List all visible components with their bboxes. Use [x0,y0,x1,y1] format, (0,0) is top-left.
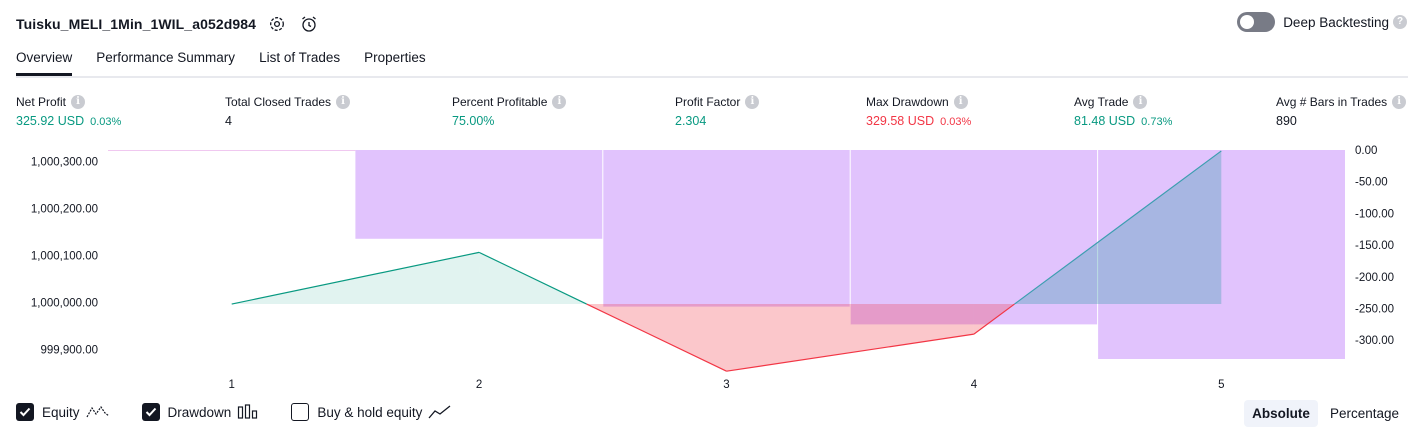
metric-max-drawdown: Max Drawdown i 329.58 USD 0.03% [866,94,971,128]
metric-percent-profitable: Percent Profitable i 75.00% [452,94,567,128]
right-axis-tick-label: -50.00 [1355,177,1388,189]
equity-checkbox[interactable] [16,403,34,421]
right-axis-tick-label: -250.00 [1355,304,1394,316]
tab-properties[interactable]: Properties [364,50,426,65]
chart-legend: Equity Drawdown Buy & hold equity [16,403,484,421]
left-axis-tick-label: 1,000,100.00 [31,251,98,263]
add-alert-icon[interactable] [298,13,320,35]
legend-drawdown-toggle[interactable]: Drawdown [141,403,260,421]
metric-percent: 0.73% [1141,116,1173,128]
metric-avg-trade: Avg Trade i 81.48 USD 0.73% [1074,94,1172,128]
metric-value: 890 [1276,114,1297,128]
drawdown-bars-icon [237,404,259,420]
equity-loss-area [726,304,974,372]
help-icon[interactable]: ? [1393,15,1407,29]
metric-value: 2.304 [675,114,707,128]
legend-equity-toggle[interactable]: Equity [16,403,110,421]
left-axis-tick-label: 999,900.00 [40,345,98,357]
legend-buy-hold-toggle[interactable]: Buy & hold equity [291,403,452,421]
equity-line-segment [1014,150,1222,305]
report-header: Tuisku_MELI_1Min_1WIL_a052d984 [16,10,320,38]
right-axis-tick-label: -100.00 [1355,208,1394,220]
x-axis-tick-label: 1 [228,379,234,391]
legend-label: Drawdown [167,404,232,420]
metric-percent: 0.03% [90,116,122,128]
report-tabs: Overview Performance Summary List of Tra… [16,47,1408,78]
metric-label: Max Drawdown [866,95,949,109]
metric-profit-factor: Profit Factor i 2.304 [675,94,760,128]
legend-label: Buy & hold equity [317,404,423,420]
x-axis-tick-label: 3 [723,379,729,391]
metric-net-profit: Net Profit i 325.92 USD 0.03% [16,94,121,128]
x-axis-tick-label: 2 [476,379,482,391]
tab-overview[interactable]: Overview [16,47,73,76]
left-axis-tick-label: 1,000,200.00 [31,204,98,216]
settings-gear-icon[interactable] [266,13,288,35]
drawdown-checkbox[interactable] [141,403,160,421]
right-axis-tick-label: 0.00 [1355,145,1377,157]
metric-value: 81.48 USD [1074,114,1136,128]
info-icon[interactable]: i [552,95,567,109]
strategy-name: Tuisku_MELI_1Min_1WIL_a052d984 [16,16,257,32]
equity-drawdown-chart: 1,000,300.00 1,000,200.00 1,000,100.00 1,00… [31,145,1394,391]
info-icon[interactable]: i [1392,95,1407,109]
info-icon[interactable]: i [71,95,86,109]
metric-label: Avg Trade [1074,95,1129,109]
metric-label: Profit Factor [675,95,741,109]
metric-value: 75.00% [452,114,495,128]
right-axis-tick-label: -300.00 [1355,335,1394,347]
deep-backtesting-control: Deep Backtesting ? [1237,12,1407,32]
right-axis-tick-label: -200.00 [1355,272,1394,284]
info-icon[interactable]: i [1133,95,1148,109]
metric-label: Percent Profitable [452,95,548,109]
metric-value: 4 [225,114,232,128]
deep-backtesting-toggle[interactable] [1237,12,1276,32]
metric-label: Net Profit [16,95,67,109]
left-axis-tick-label: 1,000,000.00 [31,298,98,310]
deep-backtesting-label: Deep Backtesting [1283,14,1389,30]
equity-line-segment [973,303,1015,335]
metric-avg-bars-in-trades: Avg # Bars in Trades i 890 [1276,94,1407,128]
equity-line-segment [231,251,480,305]
legend-label: Equity [42,404,80,420]
tab-list-of-trades[interactable]: List of Trades [259,50,341,65]
equity-line-icon [86,404,110,420]
metric-value: 329.58 USD [866,114,935,128]
tab-performance-summary[interactable]: Performance Summary [96,50,236,65]
percentage-button[interactable]: Percentage [1329,406,1399,421]
equity-line-segment [726,333,974,372]
absolute-button[interactable]: Absolute [1244,400,1318,427]
metric-label: Avg # Bars in Trades [1276,95,1388,109]
info-icon[interactable]: i [336,95,351,109]
info-icon[interactable]: i [953,95,968,109]
equity-line-segment [478,251,587,305]
buy-hold-checkbox[interactable] [291,403,310,421]
drawdown-bar [355,150,603,239]
x-axis-tick-label: 5 [1218,379,1224,391]
left-axis-tick-label: 1,000,300.00 [31,157,98,169]
metric-percent: 0.03% [940,116,972,128]
metric-label: Total Closed Trades [225,95,332,109]
drawdown-bar [1097,150,1345,359]
drawdown-bar [602,150,851,307]
info-icon[interactable]: i [745,95,760,109]
equity-line-segment [586,303,727,372]
metric-value: 325.92 USD [16,114,85,128]
right-axis-tick-label: -150.00 [1355,240,1394,252]
buy-hold-line-icon [428,404,452,420]
drawdown-bar [850,150,1098,325]
value-mode-switch: Absolute Percentage [1240,400,1407,427]
metric-total-closed-trades: Total Closed Trades i 4 [225,94,351,128]
x-axis-tick-label: 4 [971,379,978,391]
